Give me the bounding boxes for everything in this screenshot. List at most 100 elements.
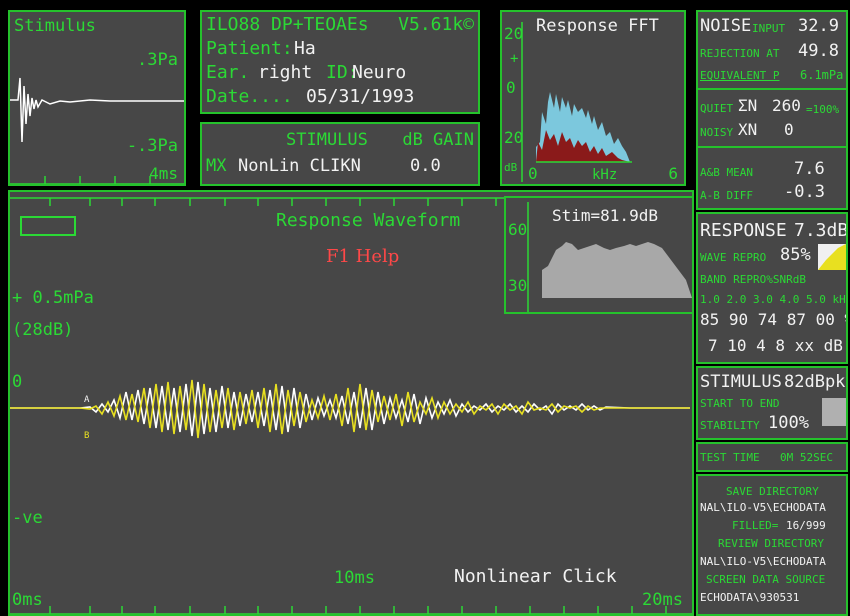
noisy-count: 0 bbox=[784, 120, 794, 139]
band-freqs: 1.0 2.0 3.0 4.0 5.0 kHz bbox=[700, 293, 848, 306]
trace-a-label: A bbox=[84, 395, 90, 405]
quiet-count: 260 bbox=[772, 96, 801, 115]
filled-label: FILLED= bbox=[732, 519, 779, 532]
review-directory-path[interactable]: NAL\ILO-V5\ECHODATA bbox=[700, 555, 826, 568]
stability-label: STABILITY bbox=[700, 419, 760, 432]
stim-spectrum-fill bbox=[542, 242, 692, 298]
patient-info-panel: ILO88 DP+TEOAEs V5.61k© Patient: Ha Ear.… bbox=[200, 10, 480, 114]
ear-label: Ear. bbox=[206, 62, 250, 83]
waveform-title: Response Waveform bbox=[276, 210, 461, 231]
stim-y-top: 60 bbox=[508, 220, 528, 239]
stimulus-scale-bottom: -.3Pa bbox=[126, 136, 178, 156]
quiet-label: QUIET bbox=[700, 102, 734, 115]
band-repro-label: BAND REPRO%SNRdB bbox=[700, 273, 806, 286]
noise-label: NOISE bbox=[700, 16, 752, 36]
stimulus-scale-top: .3Pa bbox=[137, 50, 178, 70]
input-value: 32.9 bbox=[798, 16, 839, 36]
gain-value[interactable]: 0.0 bbox=[410, 156, 441, 176]
mx-label: MX bbox=[206, 156, 227, 176]
band-repro-values: 85 90 74 87 00 % bbox=[700, 310, 848, 329]
equivalent-label: EQUIVALENT P bbox=[700, 69, 780, 82]
fft-noise-spectrum bbox=[536, 130, 630, 162]
waveform-scale-db: (28dB) bbox=[12, 320, 74, 340]
noise-divider-1 bbox=[698, 88, 846, 90]
fft-x-right: 6 bbox=[668, 164, 678, 183]
stability-graphic bbox=[822, 398, 846, 426]
save-directory-path[interactable]: NAL\ILO-V5\ECHODATA bbox=[700, 501, 826, 514]
stim-spectrum-plot bbox=[527, 202, 692, 312]
response-panel: RESPONSE 7.3dB WAVE REPRO 85% BAND REPRO… bbox=[696, 212, 848, 364]
date-label: Date.... bbox=[206, 86, 293, 107]
filled-value: 16/999 bbox=[786, 519, 826, 532]
screen-data-source-path[interactable]: ECHODATA\930531 bbox=[700, 591, 800, 604]
waveform-neg: -ve bbox=[12, 508, 43, 528]
fft-y-top: 20 bbox=[504, 24, 524, 43]
test-time-value: 0M 52SEC bbox=[780, 451, 833, 464]
response-value: 7.3dB bbox=[794, 220, 848, 241]
stim-y-bottom: 30 bbox=[508, 276, 528, 295]
stimulus-mode-value[interactable]: NonLin CLIKN bbox=[238, 156, 361, 176]
time-end: 20ms bbox=[642, 590, 683, 610]
screen-data-source-label: SCREEN DATA SOURCE bbox=[706, 573, 826, 586]
stimulus-peak-value: 82dBpk bbox=[784, 372, 846, 392]
time-mid: 10ms bbox=[334, 568, 375, 588]
quiet-percent: =100% bbox=[806, 103, 840, 116]
ab-diff-value: -0.3 bbox=[784, 182, 825, 202]
date-value: 05/31/1993 bbox=[306, 86, 415, 107]
directory-panel: SAVE DIRECTORY NAL\ILO-V5\ECHODATA FILLE… bbox=[696, 474, 848, 616]
noise-divider-2 bbox=[698, 146, 846, 148]
ab-diff-label: A-B DIFF bbox=[700, 189, 753, 202]
fft-x-unit: kHz bbox=[592, 167, 618, 183]
input-label: INPUT bbox=[752, 22, 786, 35]
help-hint[interactable]: F1 Help bbox=[326, 246, 400, 267]
rejection-value: 49.8 bbox=[798, 41, 839, 61]
stim-level-label: Stim=81.9dB bbox=[552, 206, 658, 225]
ab-mean-value: 7.6 bbox=[794, 159, 825, 179]
rejection-label: REJECTION AT bbox=[700, 47, 780, 60]
response-label: RESPONSE bbox=[700, 220, 787, 241]
mode-label: Nonlinear Click bbox=[454, 566, 617, 587]
time-start: 0ms bbox=[12, 590, 43, 610]
fft-db-unit: dB bbox=[504, 161, 518, 174]
test-time-panel: TEST TIME 0M 52SEC bbox=[696, 442, 848, 472]
stimulus-stats-label: STIMULUS bbox=[700, 372, 782, 392]
id-label: ID: bbox=[326, 62, 359, 83]
test-time-label: TEST TIME bbox=[700, 451, 760, 464]
quiet-sym: ΣN bbox=[738, 96, 758, 115]
stimulus-time: 4ms bbox=[149, 164, 178, 183]
response-fft-panel: Response FFT 20 + 0 20 dB 0 kHz 6 bbox=[500, 10, 686, 186]
wave-repro-graphic bbox=[818, 244, 846, 270]
trace-b-label: B bbox=[84, 431, 90, 441]
patient-label: Patient: bbox=[206, 38, 293, 59]
waveform-marker-box[interactable] bbox=[20, 216, 76, 236]
patient-value: Ha bbox=[294, 38, 316, 59]
software-version: V5.61k© bbox=[398, 14, 474, 35]
id-value: Neuro bbox=[352, 62, 407, 83]
review-directory-label: REVIEW DIRECTORY bbox=[718, 537, 824, 550]
noisy-sym: XN bbox=[738, 120, 758, 139]
start-end-label: START TO END bbox=[700, 397, 780, 410]
band-snr-values: 7 10 4 8 xx dB bbox=[708, 336, 843, 355]
fft-plot bbox=[521, 22, 632, 182]
stability-value: 100% bbox=[768, 413, 809, 433]
noise-panel: NOISE INPUT 32.9 REJECTION AT 49.8 EQUIV… bbox=[696, 10, 848, 210]
stimulus-stats-panel: STIMULUS 82dBpk START TO END STABILITY 1… bbox=[696, 366, 848, 440]
wave-repro-value: 85% bbox=[780, 245, 811, 265]
noisy-label: NOISY bbox=[700, 126, 734, 139]
equivalent-value: 6.1mPa bbox=[800, 68, 844, 82]
gain-header: dB GAIN bbox=[402, 130, 474, 150]
stim-spectrum-panel: Stim=81.9dB 60 30 bbox=[504, 196, 694, 314]
wave-repro-label: WAVE REPRO bbox=[700, 251, 767, 264]
stimulus-waveform bbox=[10, 77, 184, 184]
stimulus-panel: Stimulus .3Pa -.3Pa 4ms bbox=[8, 10, 186, 186]
trace-a bbox=[10, 381, 690, 437]
waveform-scale: + 0.5mPa bbox=[12, 288, 94, 308]
device-name: ILO88 DP+TEOAEs bbox=[206, 14, 369, 35]
stimulus-title: Stimulus bbox=[14, 16, 96, 36]
fft-y-mid: 20 bbox=[504, 128, 524, 147]
waveform-bottom-ticks bbox=[10, 606, 692, 614]
waveform-zero: 0 bbox=[12, 372, 23, 392]
ab-mean-label: A&B MEAN bbox=[700, 166, 753, 179]
fft-title: Response FFT bbox=[536, 16, 659, 36]
save-directory-label: SAVE DIRECTORY bbox=[726, 485, 819, 498]
